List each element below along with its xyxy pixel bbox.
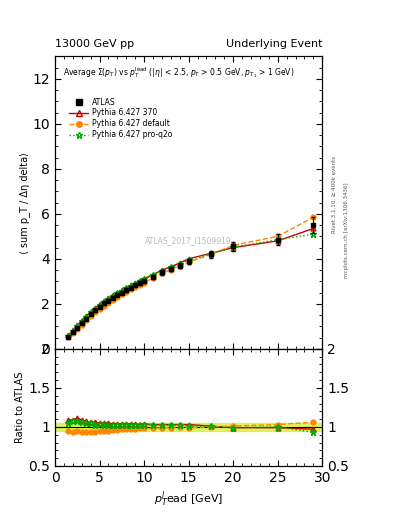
Text: Average $\Sigma(p_T)$ vs $p_T^{\rm lead}$ ($|\eta|$ < 2.5, $p_T$ > 0.5 GeV, $p_{: Average $\Sigma(p_T)$ vs $p_T^{\rm lead}… <box>63 65 294 80</box>
Bar <box>55 423 322 431</box>
Y-axis label: Ratio to ATLAS: Ratio to ATLAS <box>15 372 26 443</box>
Text: mcplots.cern.ch [arXiv:1306.3436]: mcplots.cern.ch [arXiv:1306.3436] <box>344 183 349 278</box>
Y-axis label: ⟨ sum p_T / Δη delta⟩: ⟨ sum p_T / Δη delta⟩ <box>19 152 30 253</box>
Text: Rivet 3.1.10, ≥ 400k events: Rivet 3.1.10, ≥ 400k events <box>332 156 337 233</box>
Text: Underlying Event: Underlying Event <box>226 38 322 49</box>
X-axis label: $p_T^{l}$ead [GeV]: $p_T^{l}$ead [GeV] <box>154 489 223 508</box>
Legend: ATLAS, Pythia 6.427 370, Pythia 6.427 default, Pythia 6.427 pro-q2o: ATLAS, Pythia 6.427 370, Pythia 6.427 de… <box>67 95 175 141</box>
Text: 13000 GeV pp: 13000 GeV pp <box>55 38 134 49</box>
Text: ATLAS_2017_I1509919: ATLAS_2017_I1509919 <box>145 236 232 245</box>
